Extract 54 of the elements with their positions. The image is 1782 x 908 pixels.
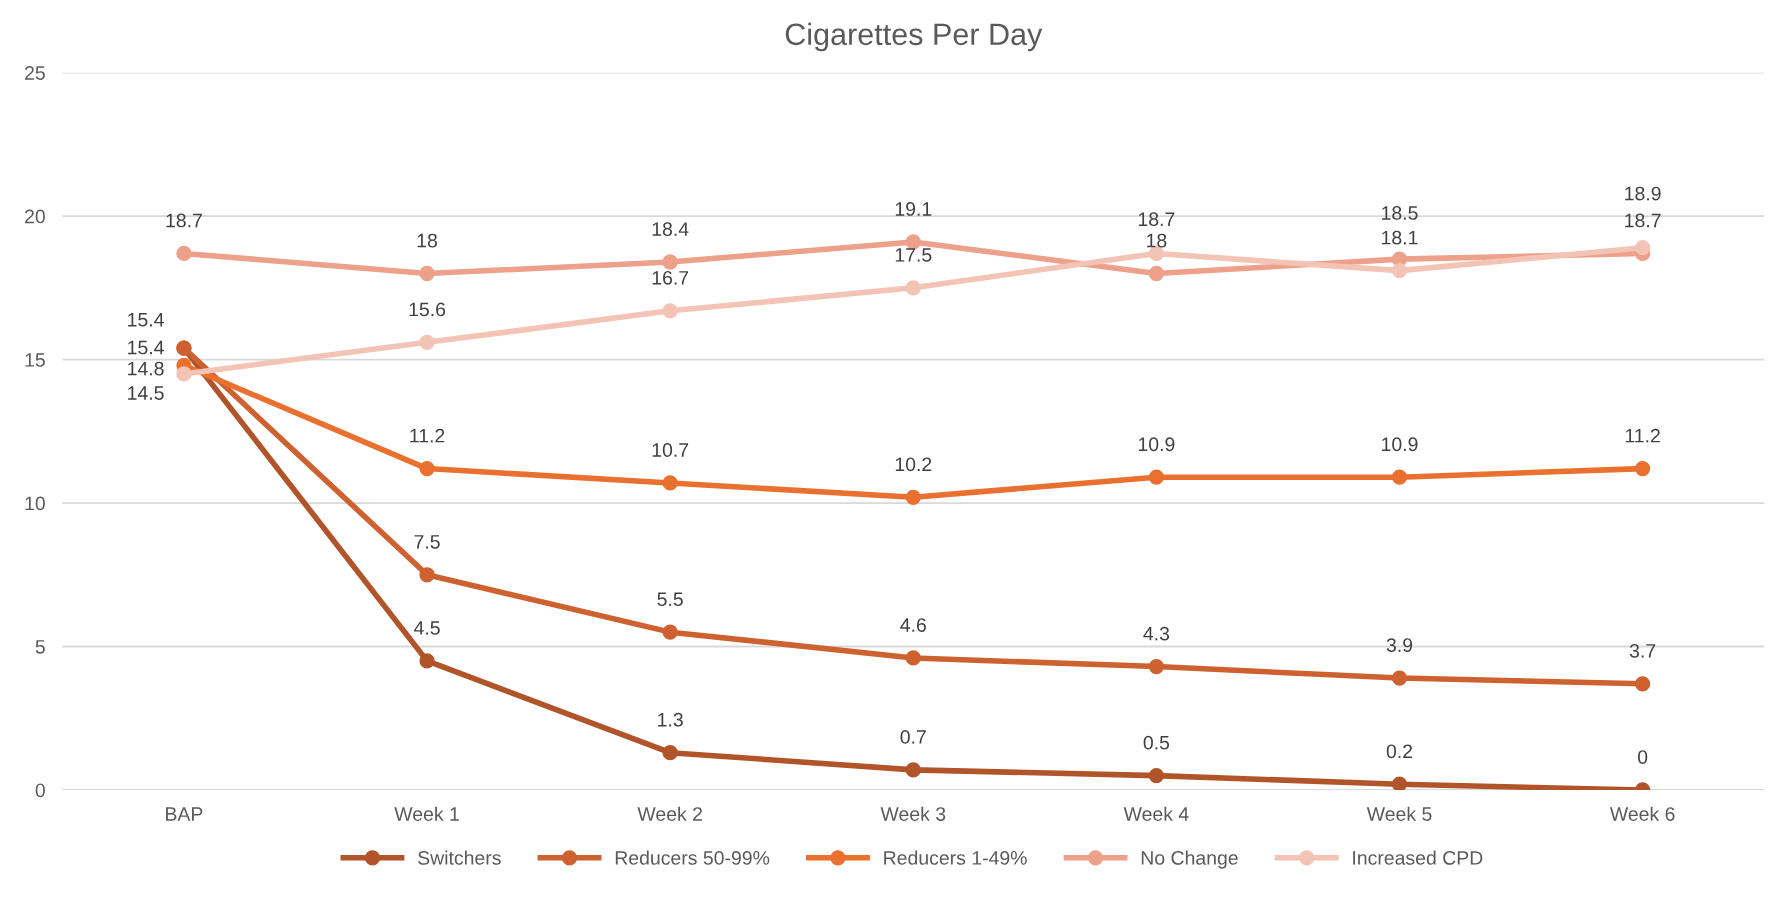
data-label: 10.7 (652, 443, 689, 457)
data-label: 18 (417, 233, 438, 248)
data-label: 4.3 (1143, 626, 1170, 641)
data-label: 18.9 (1625, 186, 1661, 201)
data-label: 1.3 (658, 712, 683, 727)
legend-label: Increased CPD (1353, 850, 1483, 865)
data-label: 0 (1637, 750, 1648, 764)
data-label: 0.2 (1386, 744, 1413, 759)
chart-title: Cigarettes Per Day (785, 22, 1043, 52)
legend-label: Reducers 50-99% (615, 850, 770, 865)
data-label: 15.6 (409, 302, 446, 317)
data-label: 15.4 (128, 313, 164, 327)
data-label: 18.7 (166, 213, 202, 228)
y-tick-label: 15 (25, 353, 45, 367)
y-tick-label: 10 (25, 496, 45, 511)
data-label: 10.9 (1138, 437, 1175, 452)
legend-label: No Change (1141, 850, 1238, 869)
data-label: 18.4 (652, 222, 689, 236)
y-tick-label: 25 (25, 66, 45, 80)
data-label: 18.7 (1138, 212, 1175, 227)
x-tick-label: Week 6 (1609, 806, 1675, 821)
y-tick-label: 0 (35, 783, 45, 798)
data-label: 4.5 (413, 621, 440, 635)
data-label: 7.5 (414, 535, 440, 549)
data-label: 15.4 (128, 340, 164, 355)
data-label: 17.5 (895, 248, 932, 262)
y-tick-label: 20 (25, 209, 45, 224)
legend-label: Switchers (418, 850, 501, 865)
data-label: 11.2 (1625, 428, 1660, 443)
data-label: 19.1 (895, 202, 932, 216)
x-tick-label: Week 2 (637, 806, 702, 821)
data-label: 4.6 (900, 618, 926, 632)
data-label: 14.5 (128, 386, 164, 400)
legend-label: Reducers 1-49% (884, 850, 1027, 865)
y-tick-label: 5 (35, 640, 45, 654)
x-tick-label: Week 3 (880, 806, 946, 821)
data-label: 18.1 (1382, 230, 1418, 245)
data-label: 18 (1147, 233, 1167, 248)
data-label: 0.5 (1143, 735, 1170, 750)
x-tick-label: BAP (166, 807, 203, 821)
data-label: 14.8 (128, 361, 164, 376)
data-label: 10.2 (895, 457, 932, 472)
data-label: 5.5 (657, 592, 683, 607)
data-label: 16.7 (652, 270, 689, 285)
data-label: 18.5 (1382, 206, 1418, 220)
x-tick-label: Week 5 (1366, 806, 1432, 821)
data-label: 18.7 (1625, 213, 1661, 228)
x-tick-label: Week 4 (1123, 806, 1189, 821)
data-label: 3.7 (1629, 643, 1656, 658)
data-label: 10.9 (1382, 437, 1418, 452)
x-tick-label: Week 1 (394, 806, 459, 821)
data-label: 3.9 (1386, 638, 1413, 652)
data-label: 0.7 (900, 730, 926, 744)
data-label: 11.2 (410, 428, 445, 443)
